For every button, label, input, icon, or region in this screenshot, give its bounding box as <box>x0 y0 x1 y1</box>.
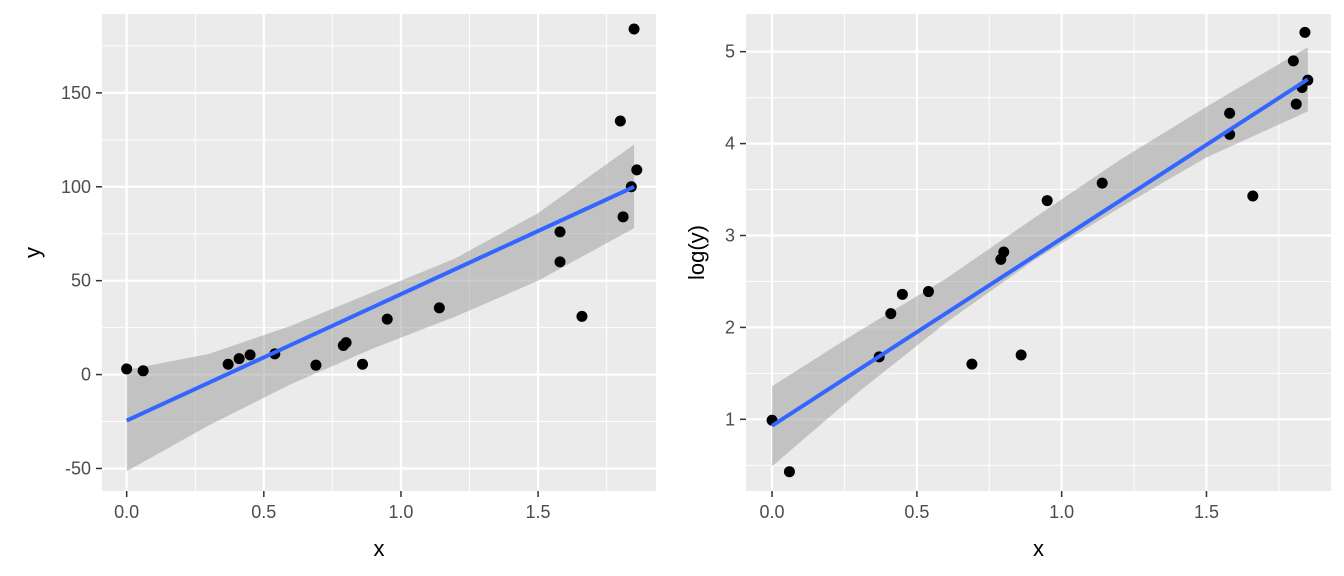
panel-2-fit-line <box>770 77 1309 428</box>
panel-2-x-tick-label-2: 1.0 <box>1049 502 1074 522</box>
panel-1-x-tick-label-1: 0.5 <box>251 502 276 522</box>
panel-1-data-point-15 <box>614 115 626 127</box>
panel-2-data-point-14 <box>1247 190 1259 202</box>
panel-2-x-axis-title: x <box>1033 536 1044 561</box>
panel-2-data-point-10 <box>1041 195 1053 207</box>
panel-1-data-point-10 <box>381 313 393 325</box>
panel-1-data-point-12 <box>554 226 566 238</box>
panel-1-x-tick-label-2: 1.0 <box>388 502 413 522</box>
panel-1-y-axis-title: y <box>20 247 45 258</box>
panel-2-data-point-1 <box>783 466 795 478</box>
panel-2-confidence-band <box>772 47 1308 467</box>
panel-1-data-point-14 <box>576 310 588 322</box>
panel-2-y-tick-label-2: 3 <box>725 225 735 245</box>
panel-1-x-axis-title: x <box>374 536 385 561</box>
panel-1: 0.0 0.5 1.0 1.5 -50 0 50 100 150 x y <box>20 14 656 561</box>
panel-1-fit-line <box>125 184 635 423</box>
panel-2-y-tick-label-3: 4 <box>725 134 735 154</box>
panel-2-data-point-9 <box>1015 349 1027 361</box>
panel-1-y-tick-label-3: 100 <box>61 177 91 197</box>
panel-2-x-tick-label-3: 1.5 <box>1194 502 1219 522</box>
panel-1-data-point-18 <box>628 23 640 35</box>
panel-2-data-point-3 <box>885 308 897 320</box>
panel-1-data-point-6 <box>310 359 322 371</box>
panel-1-data-point-2 <box>222 358 234 370</box>
panel-2-data-point-8 <box>998 246 1010 258</box>
panel-1-y-tick-label-4: 150 <box>61 83 91 103</box>
panel-1-y-tick-label-1: 0 <box>81 365 91 385</box>
panel-1-data-point-11 <box>433 302 445 314</box>
panel-2-data-point-11 <box>1096 177 1108 189</box>
panel-2-data-point-6 <box>966 358 978 370</box>
panel-1-x-tick-label-3: 1.5 <box>526 502 551 522</box>
panel-2-data-point-5 <box>922 286 934 298</box>
panel-1-data-point-1 <box>137 365 149 377</box>
panel-2-x-tick-label-0: 0.0 <box>760 502 785 522</box>
panel-1-x-tick-label-0: 0.0 <box>114 502 139 522</box>
panel-2-data-point-15 <box>1287 55 1299 67</box>
panel-2-data-point-4 <box>896 288 908 300</box>
panel-1-data-point-8 <box>340 337 352 349</box>
panel-1-data-point-13 <box>554 256 566 268</box>
panel-2: 0.0 0.5 1.0 1.5 1 2 3 4 5 x log(y) <box>684 14 1331 561</box>
panel-2-x-tick-label-1: 0.5 <box>904 502 929 522</box>
panel-2-data-point-18 <box>1299 26 1311 38</box>
panel-1-y-tick-label-2: 50 <box>71 271 91 291</box>
panel-2-y-tick-label-1: 2 <box>725 317 735 337</box>
panel-1-data-point-4 <box>244 349 256 361</box>
panel-1-data-point-3 <box>233 353 245 365</box>
panel-1-data-point-19 <box>631 164 643 176</box>
panel-2-data-point-12 <box>1224 107 1236 119</box>
panel-2-y-tick-label-0: 1 <box>725 409 735 429</box>
panel-2-y-axis-title: log(y) <box>684 225 709 280</box>
panel-1-confidence-band <box>126 144 635 472</box>
panel-1-data-point-0 <box>121 363 133 375</box>
panel-2-y-tick-label-4: 5 <box>725 42 735 62</box>
panel-1-data-point-16 <box>617 211 629 223</box>
panel-1-data-point-9 <box>357 358 369 370</box>
panel-1-y-tick-label-0: -50 <box>65 458 91 478</box>
panel-2-data-point-16 <box>1290 98 1302 110</box>
